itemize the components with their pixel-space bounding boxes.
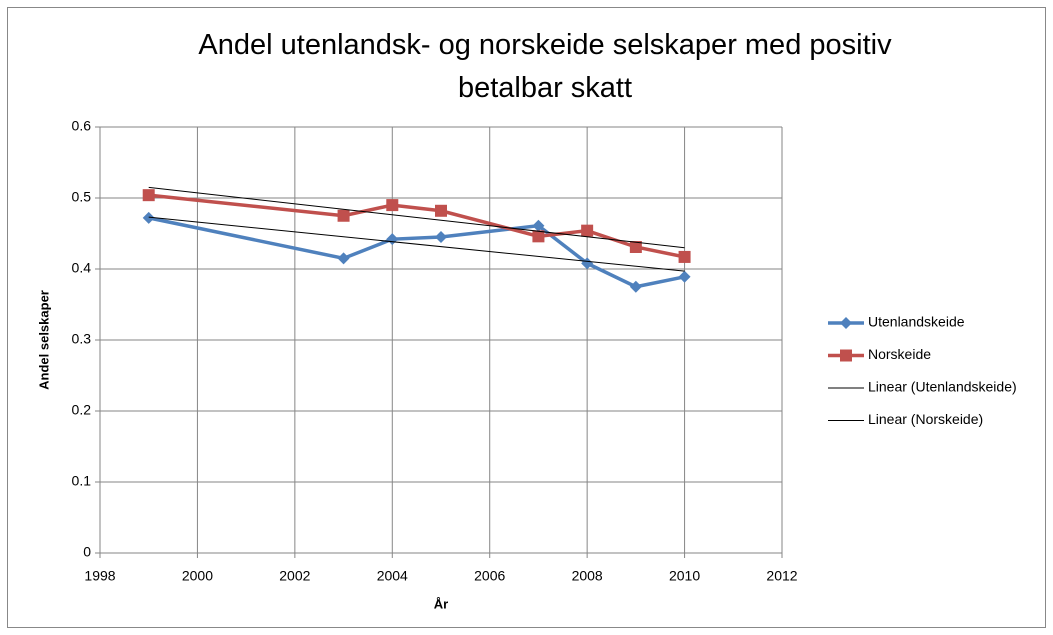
marker (678, 250, 691, 263)
marker (337, 209, 350, 222)
y-tick-label: 0.1 (72, 473, 92, 489)
marker (532, 230, 545, 243)
marker (581, 224, 594, 237)
x-tick-label: 2010 (669, 568, 700, 584)
y-tick-label: 0.2 (72, 402, 92, 418)
legend-marker (840, 317, 852, 329)
x-axis-label: År (434, 596, 448, 611)
chart-title: Andel utenlandsk- og norskeide selskaper… (198, 29, 892, 104)
legend-label: Utenlandskeide (868, 314, 965, 330)
x-tick-label: 2004 (377, 568, 408, 584)
marker (142, 211, 155, 224)
series-line (148, 216, 685, 289)
marker (142, 189, 155, 202)
marker (581, 257, 594, 270)
x-tick-label: 2006 (474, 568, 505, 584)
marker (386, 199, 399, 212)
marker (532, 219, 545, 232)
marker (678, 270, 691, 283)
chart-border (7, 7, 1046, 628)
series-line (148, 193, 685, 259)
marker (629, 280, 642, 293)
x-tick-label: 2000 (182, 568, 213, 584)
y-axis-label: Andel selskaper (36, 290, 51, 390)
series-line (148, 216, 685, 272)
y-tick-label: 0.5 (72, 189, 92, 205)
legend-label: Linear (Utenlandskeide) (868, 379, 1017, 395)
marker (435, 231, 447, 244)
legend-label: Linear (Norskeide) (868, 411, 983, 427)
x-tick-label: 2008 (572, 568, 603, 584)
y-tick-label: 0.4 (72, 260, 92, 276)
legend-label: Norskeide (868, 346, 931, 362)
x-tick-label: 2002 (279, 568, 310, 584)
y-tick-label: 0.6 (72, 118, 92, 134)
series-line (148, 186, 685, 249)
x-tick-label: 1998 (84, 568, 115, 584)
marker (435, 204, 447, 217)
legend-marker (840, 349, 852, 362)
marker (337, 252, 350, 265)
y-tick-label: 0 (83, 544, 91, 560)
marker (629, 240, 642, 253)
y-tick-label: 0.3 (72, 331, 92, 347)
x-tick-label: 2012 (766, 568, 797, 584)
